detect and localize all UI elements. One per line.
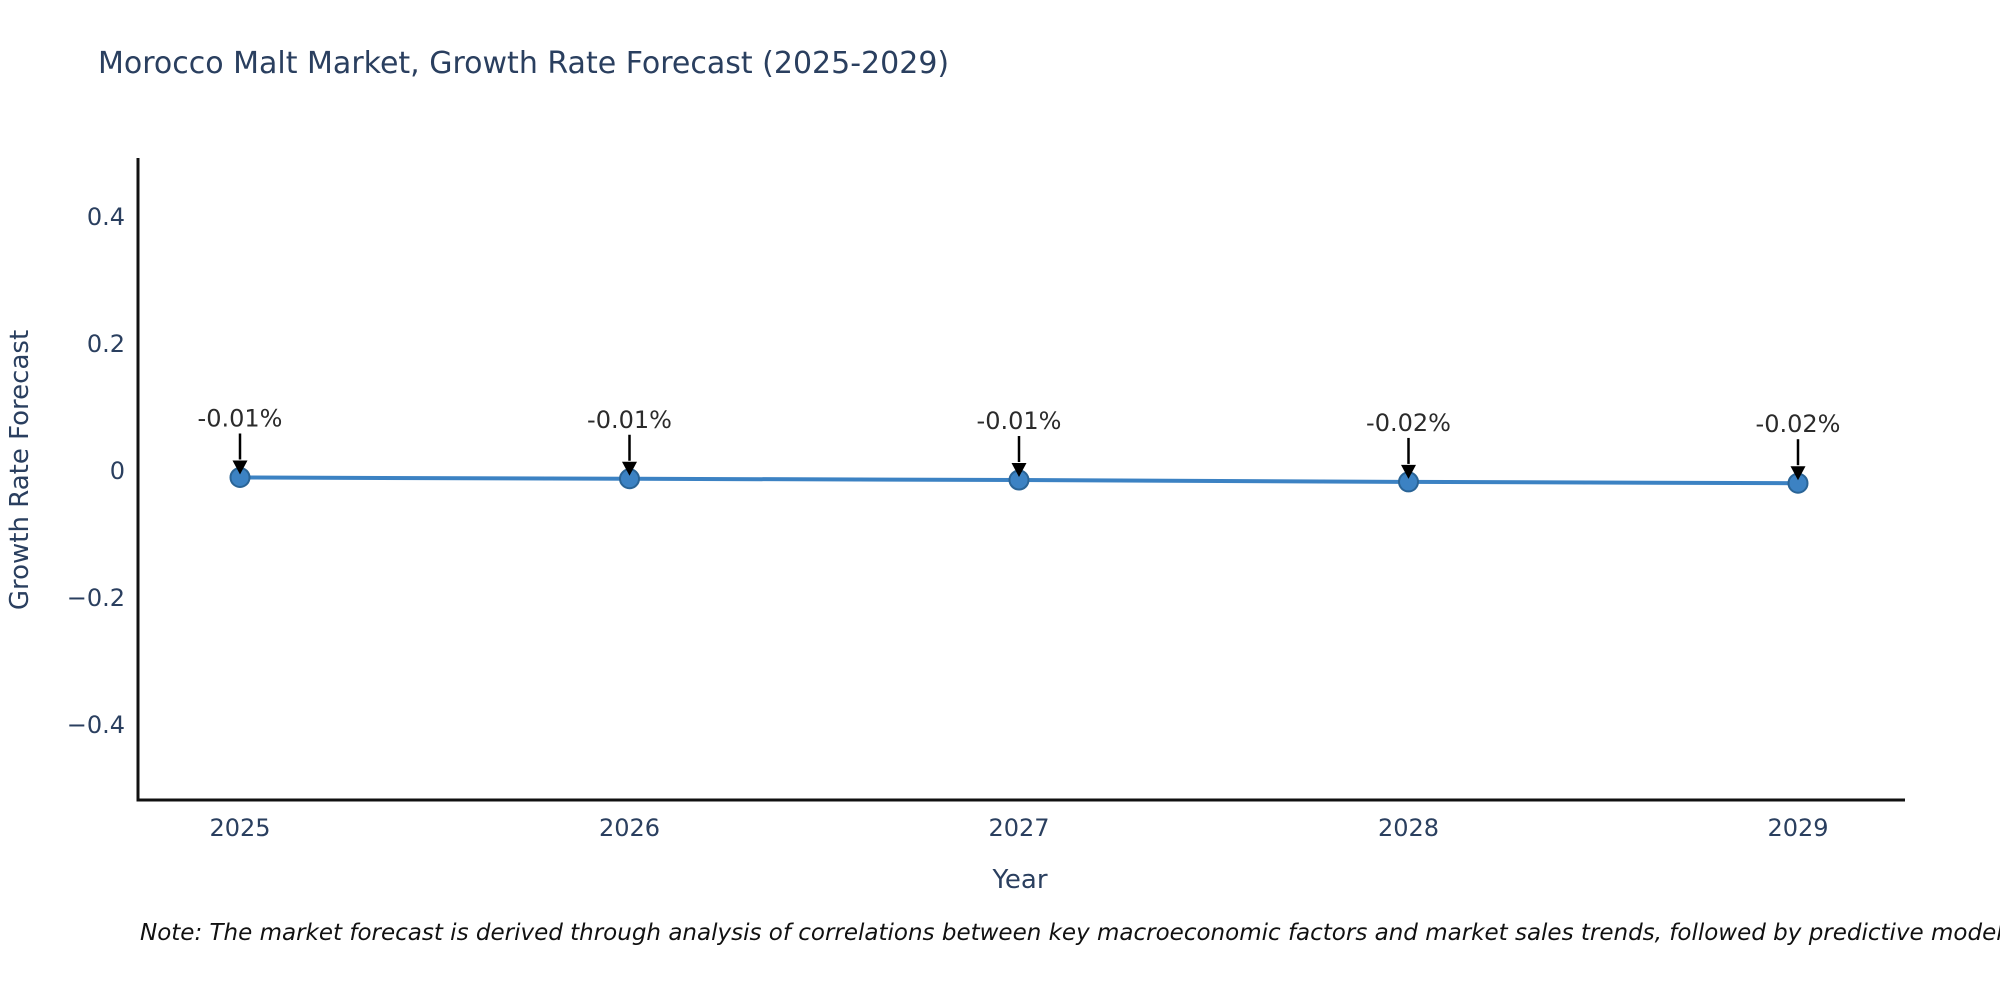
x-tick-label: 2028 — [1378, 814, 1439, 842]
y-tick-label: 0.4 — [87, 203, 125, 231]
annotation-arrow-head — [1401, 464, 1416, 479]
data-annotations: -0.01% -0.01% -0.01% -0.02% -0.02% — [198, 404, 1841, 481]
annotation-arrow-head — [1011, 463, 1027, 478]
chart-note: Note: The market forecast is derived thr… — [140, 920, 2000, 946]
axis-spines — [136, 158, 1905, 802]
data-point-label: -0.01% — [587, 406, 672, 434]
data-point-label: -0.01% — [198, 404, 283, 432]
x-tick-label: 2027 — [988, 814, 1049, 842]
x-axis-title: Year — [991, 865, 1047, 895]
data-point-label: -0.02% — [1756, 410, 1841, 438]
annotation-arrow-head — [622, 461, 637, 476]
x-tick-label: 2025 — [209, 814, 270, 842]
x-tick-labels: 2025 2026 2027 2028 2029 — [209, 814, 1828, 842]
axes — [136, 158, 1905, 802]
x-tick-label: 2029 — [1767, 814, 1828, 842]
y-axis-title: Growth Rate Forecast — [5, 330, 35, 610]
x-tick-label: 2026 — [599, 814, 660, 842]
y-tick-labels: 0.4 0.2 0 −0.2 −0.4 — [67, 203, 125, 739]
annotation-arrow-head — [1790, 466, 1806, 481]
y-tick-label: 0.2 — [87, 330, 125, 358]
annotation-arrow-head — [232, 460, 248, 475]
chart-title: Morocco Malt Market, Growth Rate Forecas… — [98, 46, 950, 81]
data-point-label: -0.02% — [1366, 409, 1451, 437]
data-point-label: -0.01% — [977, 407, 1062, 435]
y-tick-label: −0.4 — [67, 711, 125, 739]
y-tick-label: 0 — [110, 457, 125, 485]
y-tick-label: −0.2 — [67, 584, 125, 612]
